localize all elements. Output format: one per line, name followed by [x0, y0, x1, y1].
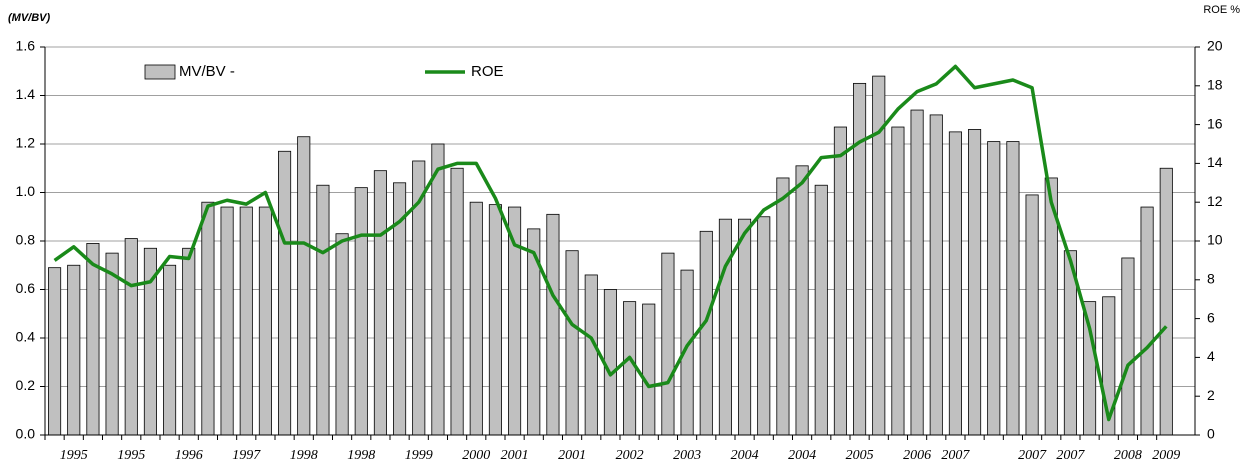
x-tick-label: 1998: [290, 448, 318, 463]
bar: [220, 206, 234, 436]
x-tick-label: 2006: [903, 448, 931, 463]
x-tick-label: 1999: [405, 448, 433, 463]
x-tick-label: 2005: [846, 448, 874, 463]
bar: [584, 274, 598, 436]
x-tick-label: 2004: [731, 448, 759, 463]
y2-tick-label: 10: [1207, 232, 1223, 248]
y-tick-label: 0.6: [16, 280, 36, 296]
bar: [182, 247, 196, 436]
bar: [354, 187, 368, 436]
bar: [565, 250, 579, 436]
y2-tick-label: 14: [1207, 154, 1223, 170]
x-tick-label: 2008: [1114, 448, 1142, 463]
x-tick-label: 2007: [1018, 448, 1047, 463]
bar: [1140, 206, 1154, 436]
y2-tick-label: 18: [1207, 77, 1223, 93]
y2-tick-label: 16: [1207, 115, 1223, 131]
bar: [738, 218, 752, 436]
y-axis-title: (MV/BV): [8, 12, 51, 24]
y2-axis-title: ROE %: [1203, 4, 1240, 16]
x-tick-label: 2001: [501, 448, 529, 463]
x-tick-label: 2002: [616, 448, 644, 463]
y-tick-label: 1.2: [16, 135, 36, 151]
x-tick-label: 1998: [347, 448, 375, 463]
x-tick-label: 2000: [462, 448, 490, 463]
bar: [488, 204, 502, 436]
bar: [891, 126, 905, 436]
bar: [699, 230, 713, 436]
y-tick-label: 1.0: [16, 183, 36, 199]
bar: [67, 264, 81, 436]
y2-tick-label: 8: [1207, 271, 1215, 287]
bar: [258, 206, 272, 436]
y-tick-label: 0.2: [16, 377, 36, 393]
bar: [795, 165, 809, 436]
y-tick-label: 0.0: [16, 426, 36, 442]
legend-label: ROE: [471, 63, 504, 80]
y2-tick-label: 4: [1207, 348, 1215, 364]
y2-tick-label: 12: [1207, 193, 1223, 209]
x-tick-label: 1996: [175, 448, 203, 463]
bar: [757, 216, 771, 436]
bar: [105, 252, 119, 436]
bar: [86, 243, 100, 436]
legend-swatch: [144, 64, 176, 80]
bar: [546, 213, 560, 436]
x-tick-label: 2007: [941, 448, 970, 463]
y-tick-label: 1.4: [16, 86, 36, 102]
bar: [814, 184, 828, 436]
bar: [1006, 141, 1020, 436]
bar: [163, 264, 177, 436]
x-tick-label: 2003: [673, 448, 701, 463]
bar: [929, 114, 943, 436]
bar: [987, 141, 1001, 436]
bar: [48, 267, 62, 436]
bar: [910, 109, 924, 436]
bar: [661, 252, 675, 436]
bar: [718, 218, 732, 436]
bar: [124, 238, 138, 436]
y-tick-label: 1.6: [16, 38, 36, 54]
bar: [335, 233, 349, 436]
x-tick-label: 2001: [558, 448, 586, 463]
bar: [316, 184, 330, 436]
bar: [776, 177, 790, 436]
x-tick-label: 1997: [232, 448, 261, 463]
bar: [1121, 257, 1135, 436]
legend-label: MV/BV -: [179, 63, 235, 80]
bar: [833, 126, 847, 436]
bar: [431, 143, 445, 436]
bar: [239, 206, 253, 436]
y2-tick-label: 2: [1207, 387, 1215, 403]
bar: [948, 131, 962, 436]
bar: [1159, 167, 1173, 436]
bar: [642, 303, 656, 436]
bar: [853, 82, 867, 436]
bar: [201, 201, 215, 436]
x-tick-label: 1995: [117, 448, 145, 463]
y2-tick-label: 0: [1207, 426, 1215, 442]
y-tick-label: 0.8: [16, 232, 36, 248]
y2-tick-label: 6: [1207, 309, 1215, 325]
x-tick-label: 2007: [1056, 448, 1085, 463]
bar: [1083, 301, 1097, 436]
x-tick-label: 2009: [1152, 448, 1180, 463]
x-tick-label: 1995: [60, 448, 88, 463]
x-tick-label: 2004: [788, 448, 816, 463]
bar: [603, 289, 617, 436]
bar: [297, 136, 311, 436]
bar: [1025, 194, 1039, 436]
bar: [450, 167, 464, 436]
bar: [968, 129, 982, 436]
line: [53, 64, 1168, 422]
bar: [373, 170, 387, 436]
bar: [623, 301, 637, 436]
y-tick-label: 0.4: [16, 329, 36, 345]
bar: [278, 150, 292, 436]
bar: [469, 201, 483, 436]
y2-tick-label: 20: [1207, 38, 1223, 54]
